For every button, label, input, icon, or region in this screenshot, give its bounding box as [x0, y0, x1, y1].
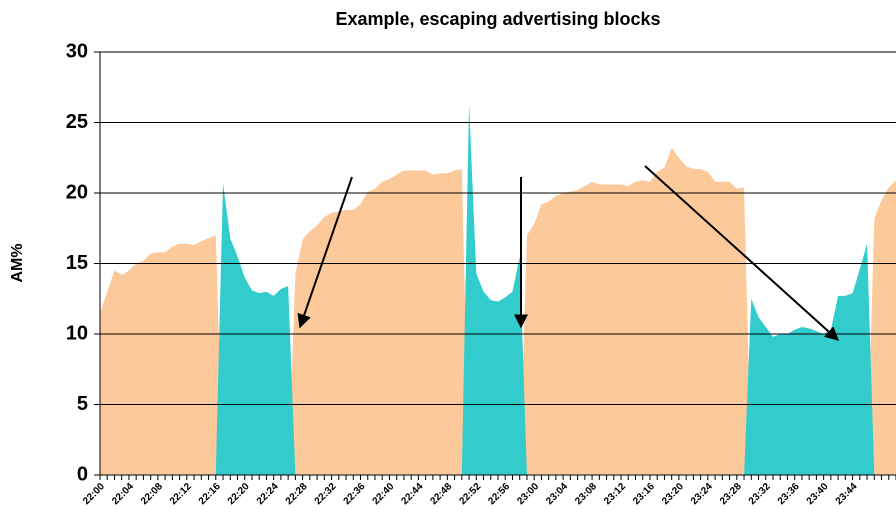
y-axis-label: AM%: [9, 243, 26, 282]
x-tick-label: 22:24: [255, 481, 281, 507]
y-tick-label: 10: [66, 322, 88, 344]
x-tick-label: 22:28: [284, 481, 310, 507]
x-tick-label: 23:24: [689, 481, 715, 507]
x-tick-label: 23:16: [631, 481, 657, 507]
annotation-arrows: [297, 165, 840, 341]
x-tick-label: 23:36: [776, 481, 802, 507]
x-tick-label: 22:48: [428, 481, 454, 507]
x-tick-label: 23:04: [544, 481, 570, 507]
x-tick-label: 22:56: [486, 481, 512, 507]
x-tick-label: 23:40: [805, 481, 831, 507]
x-tick-label: 22:04: [110, 481, 136, 507]
x-tick-label: 22:36: [342, 481, 368, 507]
x-tick-label: 22:08: [139, 481, 165, 507]
x-tick-label: 23:00: [515, 481, 541, 507]
y-tick-label: 30: [66, 40, 88, 62]
chart-title: Example, escaping advertising blocks: [335, 9, 660, 29]
x-tick-label: 23:12: [602, 481, 628, 507]
x-tick-label: 22:32: [313, 481, 339, 507]
area: [100, 147, 896, 475]
y-tick-label: 5: [77, 393, 88, 415]
x-tick-label: 23:20: [660, 481, 686, 507]
x-tick-label: 22:52: [457, 481, 483, 507]
x-tick-label: 23:44: [834, 481, 860, 507]
arrow: [297, 176, 353, 329]
y-tick-label: 15: [66, 252, 88, 274]
arrow: [644, 165, 840, 341]
x-tick-label: 22:12: [168, 481, 194, 507]
x-tick-label: 23:08: [573, 481, 599, 507]
y-tick-label: 0: [77, 463, 88, 485]
x-tick-label: 22:20: [226, 481, 252, 507]
area: [100, 104, 896, 476]
y-tick-label: 25: [66, 111, 88, 133]
x-tick-label: 22:44: [400, 481, 426, 507]
x-tick-label: 22:40: [371, 481, 397, 507]
x-tick-label: 23:32: [747, 481, 773, 507]
x-tick-label: 22:16: [197, 481, 223, 507]
y-tick-label: 20: [66, 181, 88, 203]
x-tick-label: 23:28: [718, 481, 744, 507]
